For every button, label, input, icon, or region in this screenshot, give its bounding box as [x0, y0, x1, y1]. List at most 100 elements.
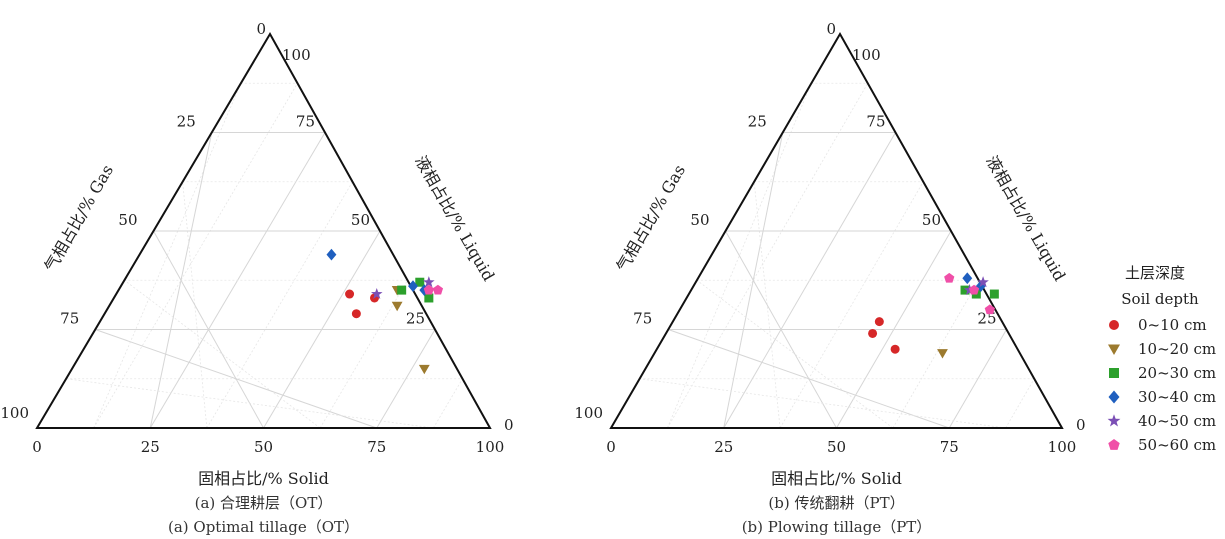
grid-line — [779, 181, 924, 429]
grid-line — [206, 181, 353, 429]
axis-title-liquid: 液相占比/% Liquid — [982, 152, 1069, 284]
grid-line — [668, 329, 950, 429]
tick-label-solid: 0 — [32, 438, 42, 456]
grid-line — [433, 378, 463, 429]
grid-line — [667, 83, 869, 429]
data-point — [937, 349, 948, 359]
tick-label-liquid: 0 — [1076, 416, 1086, 434]
data-point — [397, 285, 407, 295]
data-point — [962, 272, 973, 285]
legend-label: 0~10 cm — [1138, 316, 1207, 334]
data-point — [408, 280, 418, 293]
tick-label-gas: 75 — [60, 310, 79, 328]
tick-label-liquid: 100 — [282, 46, 311, 64]
grid-line — [153, 230, 264, 429]
tick-label-liquid: 50 — [922, 211, 941, 229]
legend-label: 30~40 cm — [1138, 388, 1216, 406]
tick-label-solid: 50 — [827, 438, 846, 456]
caption-en: (a) Optimal tillage（OT） — [168, 518, 359, 536]
grid-line — [1005, 378, 1035, 429]
tick-label-solid: 75 — [940, 438, 959, 456]
tick-label-solid: 0 — [606, 438, 616, 456]
legend-marker — [1108, 390, 1120, 404]
grid-line — [124, 279, 321, 429]
ternary-triangle-frame — [35, 31, 492, 429]
tick-label-gas: 25 — [177, 113, 196, 131]
tick-label-liquid: 75 — [296, 113, 315, 131]
tick-label-solid: 25 — [714, 438, 733, 456]
tick-label-liquid: 75 — [866, 113, 885, 131]
data-point — [968, 284, 980, 295]
grid-line — [892, 280, 980, 429]
tick-label-solid: 75 — [367, 438, 386, 456]
data-point — [351, 309, 361, 319]
legend-marker — [1109, 368, 1119, 378]
grid-line — [182, 181, 208, 429]
legend-marker — [1108, 439, 1120, 450]
tick-label-gas: 50 — [118, 211, 137, 229]
caption-zh: (b) 传统翻耕（PT） — [768, 494, 904, 512]
tick-label-solid: 50 — [254, 438, 273, 456]
legend-title-zh: 土层深度 — [1125, 264, 1185, 282]
tick-label-liquid: 50 — [351, 211, 370, 229]
data-point — [989, 289, 999, 299]
tick-label-liquid: 0 — [504, 416, 514, 434]
tick-label-gas: 50 — [690, 211, 709, 229]
tick-label-gas: 75 — [633, 310, 652, 328]
legend-title-en: Soil depth — [1121, 290, 1199, 308]
grid-line — [948, 329, 1007, 429]
axis-title-solid: 固相占比/% Solid — [771, 469, 902, 488]
caption-zh: (a) 合理耕层（OT） — [195, 494, 333, 512]
legend-label: 50~60 cm — [1138, 436, 1216, 454]
data-point — [415, 277, 425, 287]
grid-line — [93, 83, 242, 429]
legend-label: 10~20 cm — [1138, 340, 1216, 358]
data-point — [868, 328, 878, 338]
legend-marker — [1108, 344, 1120, 355]
data-point — [874, 317, 884, 327]
legend-marker — [1109, 320, 1119, 330]
tick-label-gas: 0 — [826, 20, 836, 38]
data-point — [345, 289, 355, 299]
data-point — [326, 248, 337, 261]
grid-line — [66, 378, 434, 429]
data-point — [423, 284, 434, 295]
ternary-triangle-frame — [609, 31, 1064, 429]
data-point — [977, 276, 989, 288]
grid-line — [725, 230, 837, 429]
tick-label-liquid: 100 — [852, 46, 881, 64]
axis-title-gas: 气相占比/% Gas — [40, 161, 117, 275]
data-point — [418, 364, 430, 375]
axis-title-gas: 气相占比/% Gas — [612, 161, 689, 275]
tick-label-solid: 25 — [141, 438, 160, 456]
data-point — [432, 284, 444, 295]
data-point — [890, 344, 900, 354]
tick-label-solid: 100 — [476, 438, 505, 456]
grid-line — [639, 378, 1006, 429]
legend-label: 20~30 cm — [1138, 364, 1216, 382]
tick-label-gas: 0 — [256, 20, 266, 38]
data-point — [424, 293, 434, 303]
data-point — [944, 272, 955, 283]
grid-line — [696, 279, 894, 429]
axis-title-solid: 固相占比/% Solid — [198, 469, 329, 488]
grid-line — [319, 280, 408, 429]
tick-label-gas: 100 — [574, 404, 603, 422]
data-point — [423, 276, 435, 288]
grid-line — [753, 181, 781, 429]
tick-label-liquid: 25 — [406, 310, 425, 328]
tick-label-gas: 100 — [0, 404, 29, 422]
data-point — [984, 304, 995, 315]
grid-line — [95, 329, 377, 429]
legend: 土层深度 Soil depth 0~10 cm 10~20 cm 20~30 cm 3… — [1107, 264, 1216, 454]
caption-en: (b) Plowing tillage（PT） — [742, 518, 932, 536]
data-point — [370, 287, 383, 299]
tick-label-gas: 25 — [748, 113, 767, 131]
grid-line — [93, 83, 298, 429]
data-point — [391, 301, 403, 312]
axis-title-liquid: 液相占比/% Liquid — [411, 152, 498, 284]
legend-marker — [1107, 414, 1121, 427]
